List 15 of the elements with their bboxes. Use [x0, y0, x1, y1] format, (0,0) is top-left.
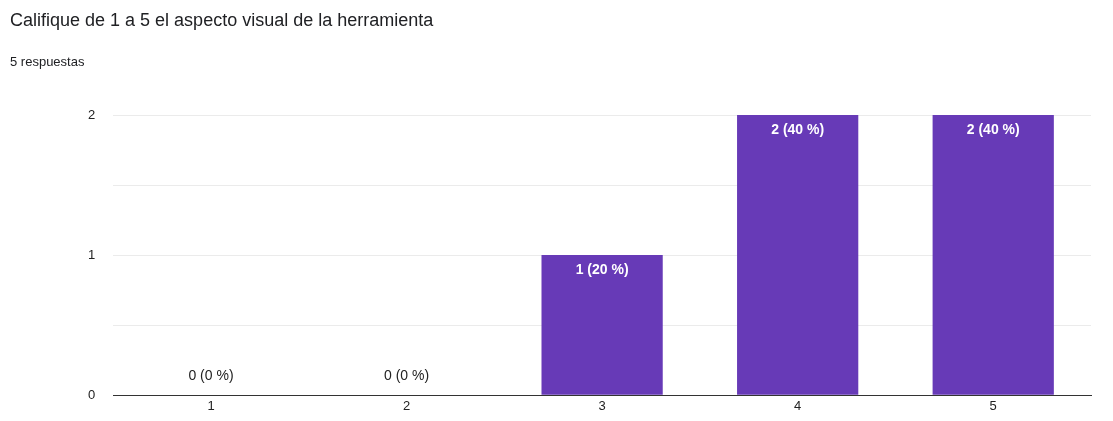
data-label: 2 (40 %): [771, 120, 825, 137]
chart-subtitle: 5 respuestas: [10, 54, 85, 69]
x-tick-label: 1: [207, 397, 215, 413]
data-label: 1 (20 %): [575, 260, 629, 277]
data-label: 2 (40 %): [966, 120, 1020, 137]
x-tick-label: 3: [598, 397, 606, 413]
data-label: 0 (0 %): [384, 367, 430, 384]
data-label: 0 (0 %): [188, 367, 234, 384]
chart-title: Califique de 1 a 5 el aspecto visual de la herramienta: [10, 10, 434, 31]
y-tick-label: 0: [88, 386, 96, 402]
y-tick-label: 2: [88, 106, 96, 122]
x-tick-label: 4: [794, 397, 802, 413]
x-tick-label: 2: [402, 397, 411, 413]
y-tick-label: 1: [88, 246, 96, 262]
x-tick-label: 5: [989, 397, 997, 413]
